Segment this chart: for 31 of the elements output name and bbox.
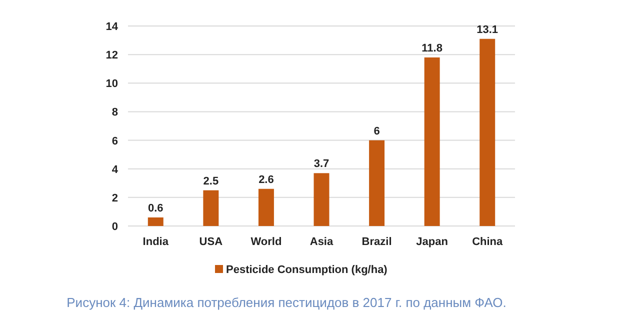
x-tick-label: Brazil — [362, 236, 392, 248]
data-label: 3.7 — [314, 158, 330, 170]
bar — [258, 188, 274, 226]
x-tick-label: Japan — [416, 236, 448, 248]
y-tick-label: 12 — [106, 50, 118, 62]
bar — [314, 173, 330, 226]
legend-label: Pesticide Consumption (kg/ha) — [226, 264, 388, 276]
y-tick-label: 8 — [112, 106, 118, 119]
y-tick-label: 0 — [112, 221, 118, 233]
x-tick-label: USA — [199, 236, 223, 248]
bar — [148, 217, 164, 226]
x-tick-label: India — [142, 236, 170, 248]
x-tick-label: World — [250, 236, 282, 248]
data-label: 0.6 — [148, 202, 164, 214]
y-tick-label: 14 — [106, 21, 119, 33]
x-tick-label: Asia — [310, 236, 334, 248]
data-label: 2.6 — [258, 174, 274, 186]
data-label: 6 — [374, 125, 380, 138]
text: Рисунок 4: Динамика потребления пестицидов в 2017 г. по данным ФАО. — [66, 295, 506, 310]
y-tick-label: 6 — [112, 135, 118, 148]
data-label: 2.5 — [203, 175, 219, 188]
bar — [480, 38, 496, 226]
x-tick-label: China — [472, 236, 504, 248]
bar — [369, 140, 385, 226]
data-label: 13.1 — [476, 24, 498, 36]
y-tick-label: 4 — [112, 164, 119, 176]
bar — [424, 57, 440, 226]
data-label: 11.8 — [422, 42, 442, 54]
y-tick-label: 2 — [112, 192, 118, 204]
bar — [203, 190, 219, 226]
y-tick-label: 10 — [106, 78, 118, 90]
